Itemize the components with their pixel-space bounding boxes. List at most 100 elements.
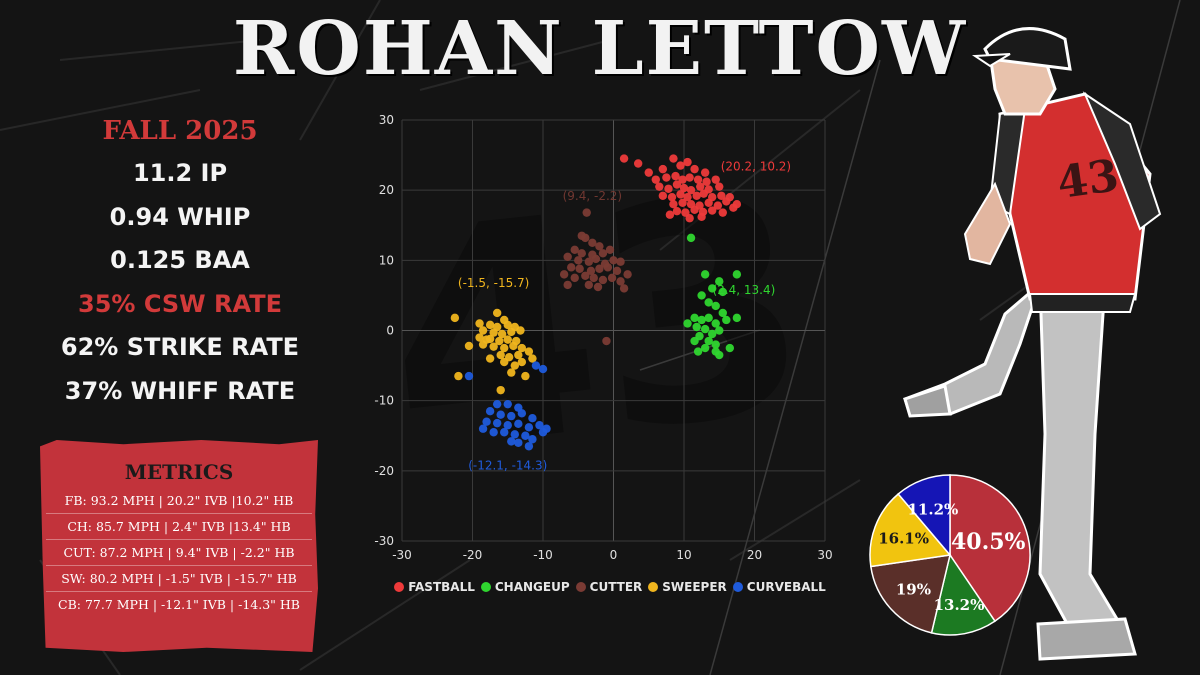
data-point-sweeper bbox=[496, 385, 505, 395]
y-tick-label: -20 bbox=[374, 464, 394, 478]
data-point-cutter bbox=[612, 266, 622, 276]
legend-item: CUTTER bbox=[575, 580, 643, 594]
data-point-fastball bbox=[722, 197, 731, 206]
data-point-cutter bbox=[603, 263, 613, 272]
metrics-row: CUT: 87.2 MPH | 9.4" IVB | -2.2" HB bbox=[46, 540, 312, 566]
data-point-sweeper bbox=[489, 328, 498, 337]
pie-slice bbox=[897, 474, 951, 558]
data-point-changeup bbox=[683, 319, 692, 328]
data-point-sweeper bbox=[517, 357, 527, 367]
data-point-sweeper bbox=[517, 343, 527, 353]
pie-label: 19% bbox=[896, 580, 931, 598]
legend-label: FASTBALL bbox=[408, 580, 475, 594]
data-point-curveball bbox=[528, 414, 537, 423]
data-point-cutter bbox=[584, 257, 594, 266]
stat-line: 62% STRIKE RATE bbox=[60, 333, 300, 361]
data-point-curveball bbox=[492, 418, 502, 428]
y-tick-label: 0 bbox=[386, 324, 394, 338]
data-point-changeup bbox=[704, 336, 713, 346]
data-point-fastball bbox=[676, 161, 685, 170]
data-point-sweeper bbox=[485, 354, 495, 363]
data-point-sweeper bbox=[528, 354, 537, 363]
pie-slice bbox=[869, 492, 952, 568]
data-point-changeup bbox=[697, 291, 706, 300]
data-point-fastball bbox=[665, 210, 675, 219]
data-point-changeup bbox=[722, 315, 731, 325]
data-point-sweeper bbox=[510, 361, 519, 370]
data-point-curveball bbox=[524, 442, 534, 451]
data-point-changeup bbox=[718, 287, 727, 297]
data-point-cutter bbox=[586, 266, 596, 276]
data-point-fastball bbox=[683, 157, 692, 167]
data-point-sweeper bbox=[509, 341, 518, 351]
data-point-fastball bbox=[715, 182, 724, 191]
data-point-curveball bbox=[521, 431, 530, 440]
data-point-fastball bbox=[676, 190, 685, 199]
data-point-fastball bbox=[662, 173, 671, 182]
data-point-sweeper bbox=[507, 368, 516, 377]
data-point-changeup bbox=[718, 308, 727, 318]
pie-labels: 40.5% 13.2%19% 16.1% 11.2% bbox=[878, 500, 1025, 613]
data-point-cutter bbox=[616, 257, 625, 266]
data-point-sweeper bbox=[475, 319, 484, 328]
data-point-sweeper bbox=[485, 334, 495, 344]
data-point-changeup bbox=[711, 319, 720, 328]
data-point-changeup bbox=[732, 270, 742, 279]
metrics-row: SW: 80.2 MPH | -1.5" IVB | -15.7" HB bbox=[46, 566, 312, 592]
player-name-title: ROHAN LETTOW bbox=[232, 6, 968, 92]
data-point-fastball bbox=[669, 154, 678, 163]
legend-item: FASTBALL bbox=[394, 580, 475, 594]
data-point-changeup bbox=[732, 313, 742, 323]
season-label: FALL 2025 bbox=[102, 116, 258, 146]
data-point-sweeper bbox=[464, 341, 474, 351]
legend-label: CUTTER bbox=[589, 580, 643, 594]
jersey-number-on-shirt: 43 bbox=[1054, 150, 1122, 209]
data-point-cutter bbox=[591, 254, 601, 264]
data-point-cutter bbox=[607, 273, 617, 283]
data-point-fastball bbox=[690, 205, 699, 215]
data-point-fastball bbox=[704, 198, 713, 207]
data-point-fastball bbox=[690, 164, 699, 174]
stat-line: 0.94 WHIP bbox=[109, 202, 251, 231]
pie-slice bbox=[869, 554, 951, 634]
cluster-annotation: (-1.5, -15.7) bbox=[458, 276, 529, 290]
data-point-changeup bbox=[686, 233, 696, 243]
y-tick-label: -30 bbox=[374, 534, 394, 548]
pie-slices bbox=[869, 474, 1031, 636]
legend-swatch bbox=[648, 582, 659, 592]
data-point-curveball bbox=[531, 361, 541, 370]
data-point-sweeper bbox=[489, 342, 498, 351]
data-point-curveball bbox=[510, 430, 519, 439]
cluster-annotation: (20.2, 10.2) bbox=[721, 160, 791, 174]
legend-item: CURVEBALL bbox=[732, 580, 826, 594]
data-point-sweeper bbox=[507, 327, 516, 337]
data-point-curveball bbox=[535, 421, 544, 430]
data-point-curveball bbox=[524, 423, 534, 432]
data-point-fastball bbox=[658, 191, 668, 200]
data-point-cutter bbox=[589, 273, 598, 283]
metrics-panel: METRICS FB: 93.2 MPH | 20.2" IVB |10.2" … bbox=[40, 440, 318, 652]
data-point-cutter bbox=[588, 238, 597, 247]
data-point-fastball bbox=[708, 206, 717, 215]
metrics-row: CH: 85.7 MPH | 2.4" IVB |13.4" HB bbox=[46, 514, 312, 540]
data-point-sweeper bbox=[516, 326, 525, 335]
data-point-cutter bbox=[609, 256, 618, 265]
data-point-cutter bbox=[559, 270, 569, 279]
data-point-fastball bbox=[711, 175, 720, 184]
data-point-sweeper bbox=[503, 335, 512, 344]
data-point-curveball bbox=[514, 419, 523, 429]
chart-points bbox=[450, 154, 742, 451]
data-point-curveball bbox=[507, 411, 516, 421]
y-tick-label: 30 bbox=[379, 113, 394, 127]
pie-label: 16.1% bbox=[878, 529, 929, 547]
pitch-mix-pie-chart: 40.5% 13.2%19% 16.1% 11.2% bbox=[869, 474, 1031, 636]
pie-label: 40.5% bbox=[951, 529, 1026, 555]
data-point-fastball bbox=[658, 164, 668, 174]
data-point-changeup bbox=[708, 284, 717, 293]
legend-swatch bbox=[575, 582, 586, 592]
data-point-cutter bbox=[577, 231, 586, 240]
data-point-fastball bbox=[713, 201, 723, 210]
data-point-changeup bbox=[700, 324, 710, 334]
data-point-sweeper bbox=[478, 340, 488, 349]
data-point-cutter bbox=[605, 245, 615, 255]
